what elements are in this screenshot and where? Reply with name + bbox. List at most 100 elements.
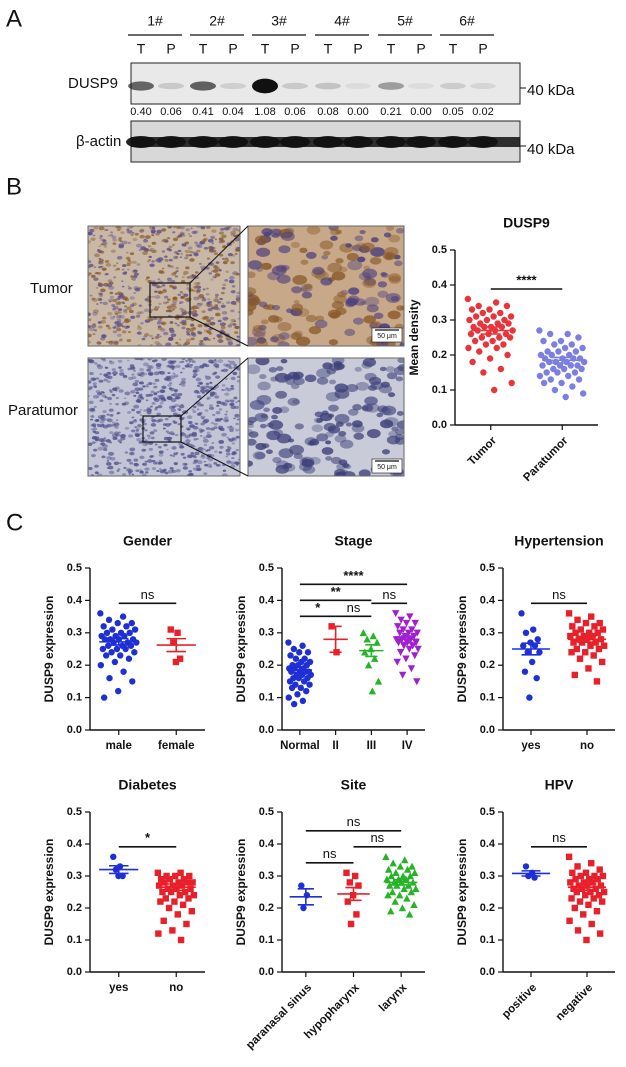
nucleus <box>146 260 150 263</box>
nucleus <box>135 469 140 472</box>
nucleus <box>165 342 172 346</box>
nucleus <box>185 317 190 321</box>
point <box>122 645 129 653</box>
point <box>574 863 581 870</box>
y-tick-label: 0.3 <box>480 627 495 639</box>
nucleus <box>197 331 203 335</box>
nucleus <box>96 249 100 251</box>
nucleus <box>198 411 203 415</box>
point <box>120 668 127 675</box>
point <box>536 372 544 380</box>
point <box>469 358 476 366</box>
nucleus <box>216 333 222 338</box>
nucleus <box>133 269 138 273</box>
point <box>294 691 301 698</box>
nucleus <box>189 443 193 446</box>
nucleus <box>275 390 288 399</box>
nucleus <box>183 273 186 276</box>
marker-label: 40 kDa <box>527 82 575 99</box>
y-tick-label: 0.0 <box>480 724 495 736</box>
nucleus <box>388 273 402 282</box>
nucleus <box>136 311 142 315</box>
nucleus <box>149 455 154 458</box>
sample-label: 6# <box>459 13 475 29</box>
nucleus <box>327 262 343 273</box>
nucleus <box>96 363 101 367</box>
nucleus <box>142 385 146 388</box>
y-tick-label: 0.3 <box>432 314 447 326</box>
point <box>172 658 180 666</box>
nucleus <box>91 297 96 301</box>
nucleus <box>190 454 195 457</box>
nucleus <box>159 285 163 288</box>
nucleus <box>316 368 331 379</box>
nucleus <box>128 451 135 456</box>
nucleus <box>196 302 203 307</box>
nucleus <box>169 321 174 325</box>
point <box>598 898 606 905</box>
nucleus <box>325 456 333 461</box>
nucleus <box>166 277 172 281</box>
nucleus <box>92 309 99 314</box>
point <box>394 623 402 631</box>
band-value: 0.08 <box>317 106 338 118</box>
nucleus <box>313 417 323 424</box>
point <box>540 379 548 387</box>
band <box>408 83 434 89</box>
nucleus <box>183 293 189 297</box>
nucleus <box>276 274 291 284</box>
nucleus <box>217 319 222 323</box>
point <box>569 623 576 630</box>
nucleus <box>168 309 173 313</box>
nucleus <box>147 280 152 284</box>
nucleus <box>100 442 106 446</box>
nucleus <box>158 290 164 295</box>
nucleus <box>151 234 155 237</box>
nucleus <box>143 422 148 426</box>
nucleus <box>127 259 131 262</box>
nucleus <box>203 329 209 333</box>
nucleus <box>192 461 197 465</box>
nucleus <box>175 266 179 270</box>
nucleus <box>157 306 160 309</box>
nucleus <box>172 420 176 423</box>
nucleus <box>151 337 155 340</box>
nucleus <box>159 469 166 474</box>
nucleus <box>203 472 208 476</box>
point <box>155 930 162 937</box>
nucleus <box>105 439 111 443</box>
nucleus <box>109 360 113 363</box>
y-axis-label: Mean density <box>407 299 421 375</box>
nucleus <box>360 242 375 252</box>
nucleus <box>235 448 239 452</box>
nucleus <box>164 471 169 475</box>
point <box>580 911 587 918</box>
band-value: 0.06 <box>284 106 305 118</box>
scale-bar-label: 50 μm <box>377 333 397 340</box>
nucleus <box>97 473 103 476</box>
nucleus <box>123 308 128 312</box>
nucleus <box>204 409 209 412</box>
nucleus <box>182 234 186 237</box>
nucleus <box>366 304 379 313</box>
significance-label: ns <box>552 830 566 845</box>
y-tick-label: 0.1 <box>259 692 274 704</box>
nucleus <box>187 233 191 235</box>
nucleus <box>186 332 191 336</box>
point <box>405 645 414 653</box>
nucleus <box>158 335 162 338</box>
nucleus <box>204 375 208 377</box>
scale-bar-bg <box>371 458 403 474</box>
nucleus <box>208 272 213 275</box>
point <box>528 658 536 666</box>
point <box>588 860 595 867</box>
nucleus <box>185 266 190 270</box>
nucleus <box>156 321 162 325</box>
point <box>388 888 397 896</box>
significance-label: ns <box>370 830 384 845</box>
nucleus <box>132 260 137 264</box>
point <box>115 872 122 880</box>
nucleus <box>271 232 280 238</box>
nucleus <box>272 456 282 464</box>
nucleus <box>300 259 309 265</box>
